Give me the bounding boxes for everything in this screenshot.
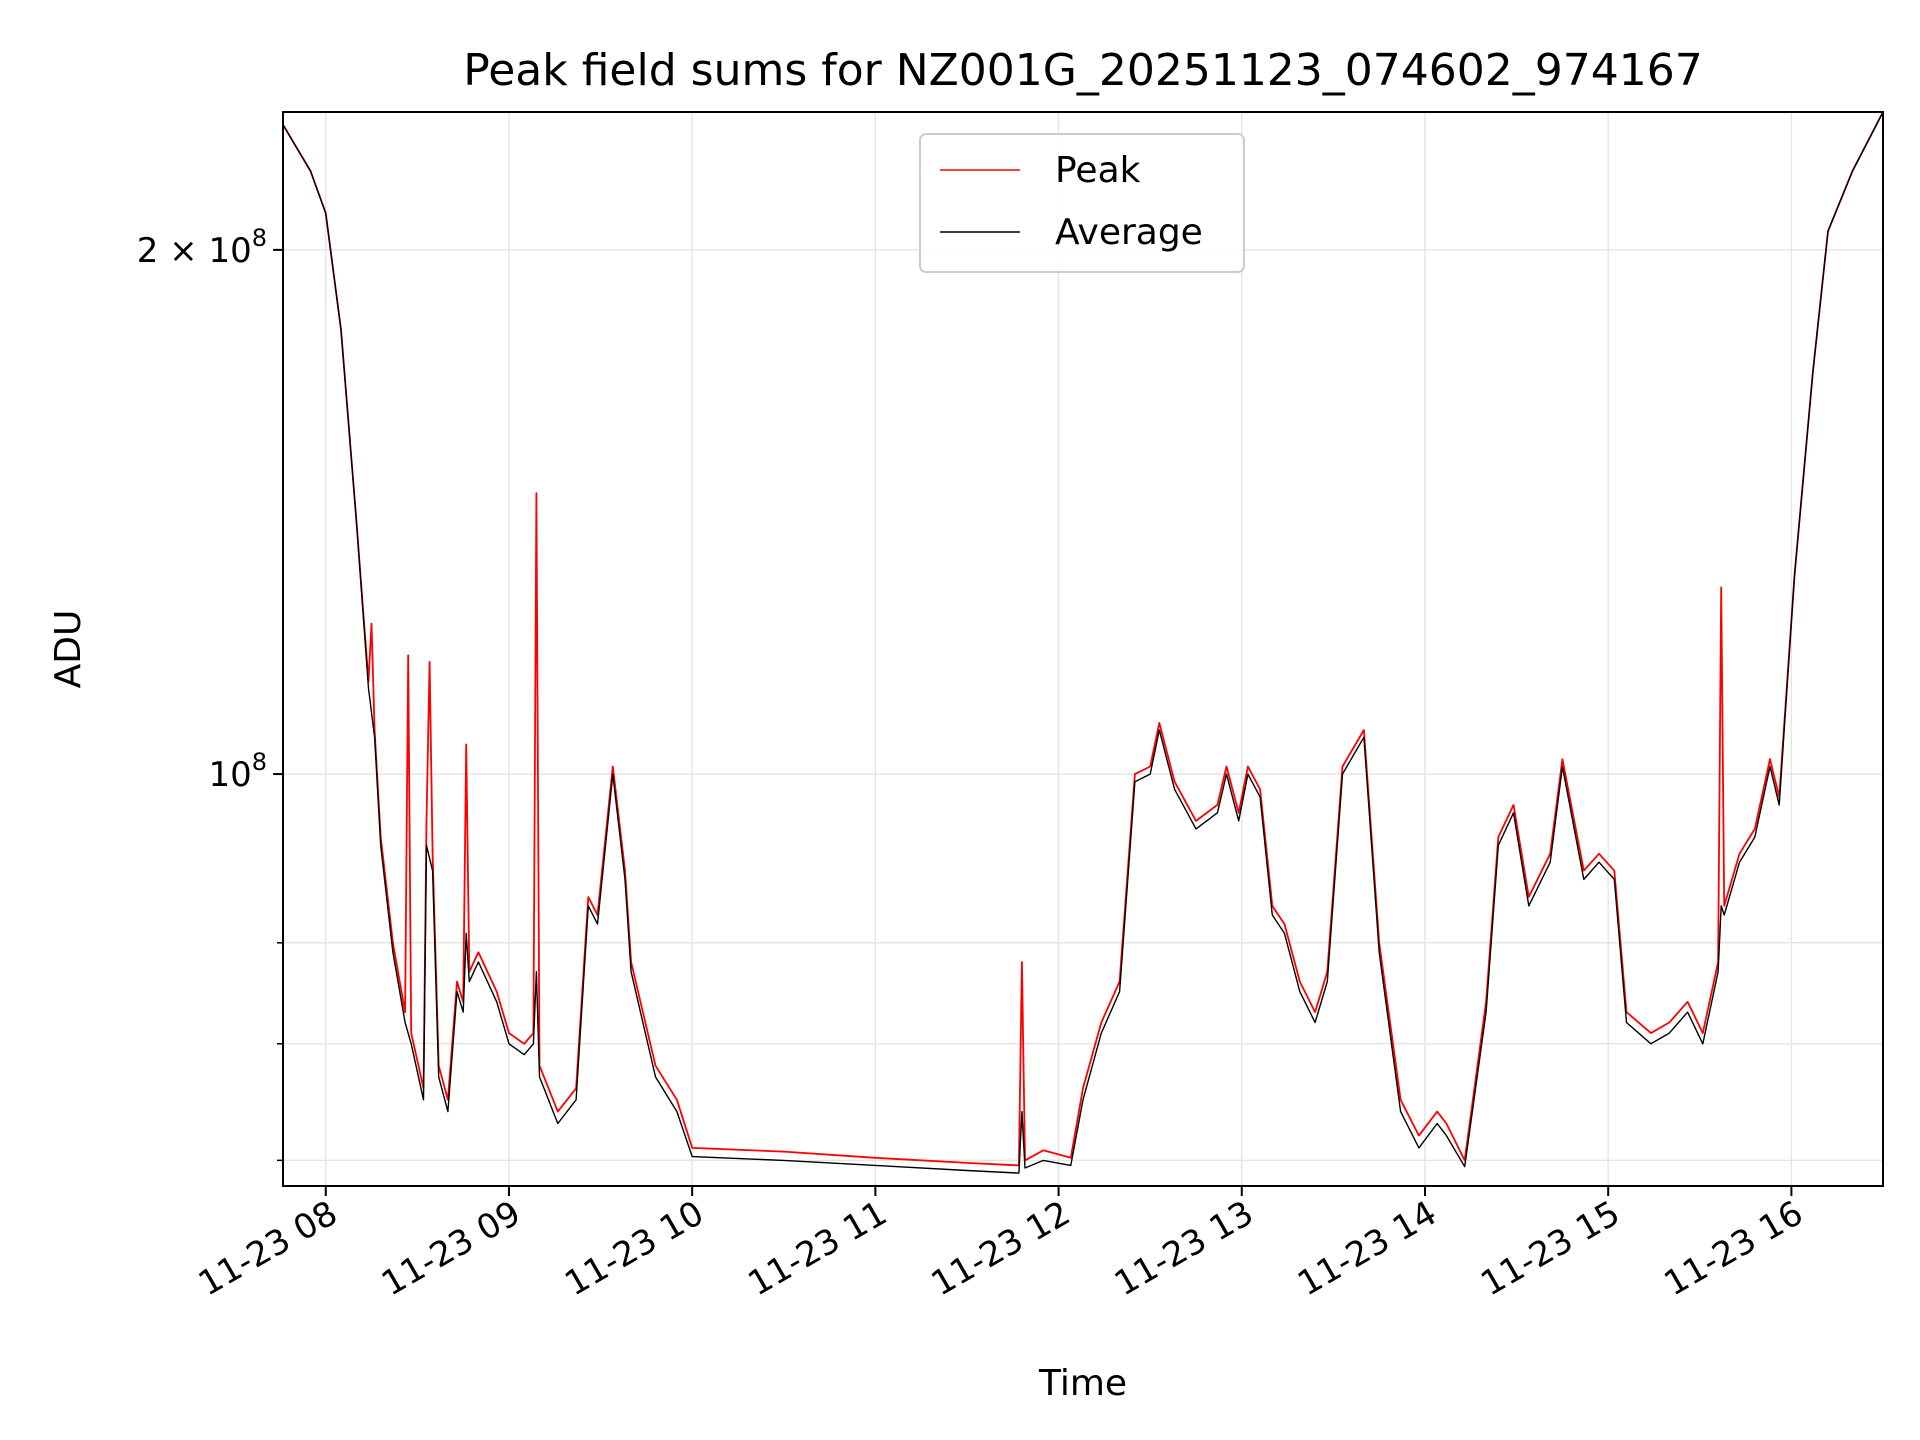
legend: Peak Average: [919, 133, 1245, 273]
plot-frame: [282, 111, 1884, 1187]
series-layer: [282, 111, 1884, 1174]
y-tick-label: 2 × 108: [137, 224, 267, 271]
y-tick-label: 108: [208, 748, 267, 795]
chart-title: Peak field sums for NZ001G_20251123_0746…: [463, 45, 1702, 96]
x-axis-title: Time: [1038, 1363, 1127, 1404]
legend-box: [919, 133, 1245, 273]
y-axis-title: ADU: [48, 610, 89, 689]
legend-label-average: Average: [1055, 212, 1203, 253]
legend-label-peak: Peak: [1055, 150, 1141, 191]
series-line-average: [282, 111, 1884, 1174]
